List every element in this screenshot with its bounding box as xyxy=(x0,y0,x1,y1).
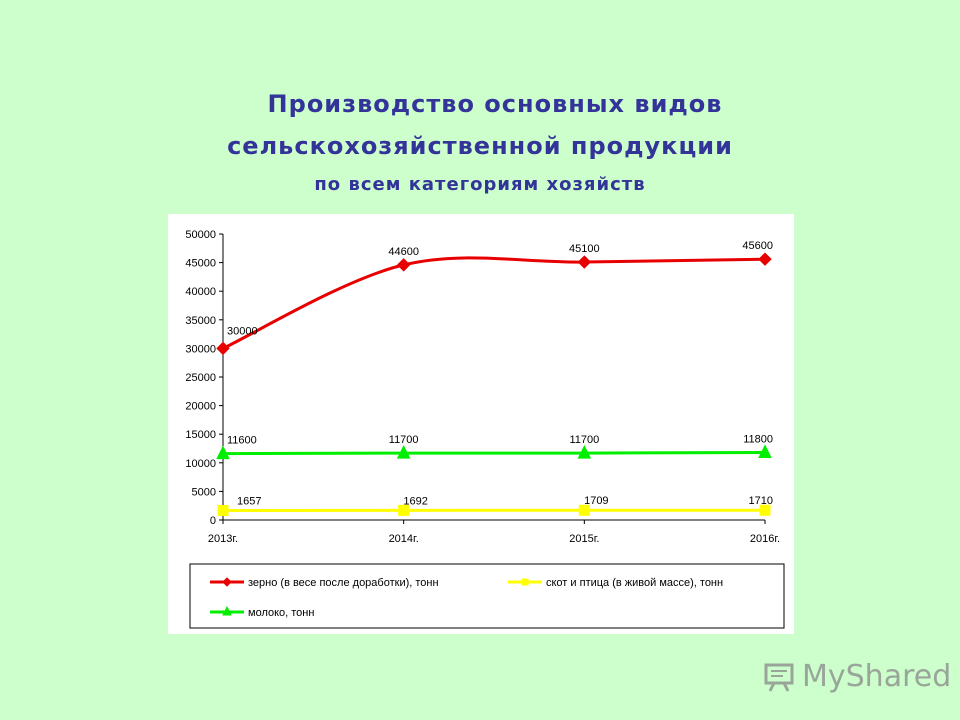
data-label: 11700 xyxy=(389,434,419,446)
slide-title-line-2: сельскохозяйственной продукции xyxy=(227,132,733,160)
x-tick-label: 2015г. xyxy=(569,533,599,545)
legend-item: молоко, тонн xyxy=(210,605,314,619)
y-tick-label: 30000 xyxy=(185,343,216,355)
y-tick-label: 40000 xyxy=(185,286,216,298)
legend-label: молоко, тонн xyxy=(248,607,314,619)
y-tick-label: 25000 xyxy=(185,372,216,384)
data-label: 45100 xyxy=(569,243,600,255)
data-point xyxy=(398,504,410,516)
data-point xyxy=(396,444,411,459)
x-tick-label: 2013г. xyxy=(208,533,238,545)
data-point xyxy=(577,255,592,269)
line-chart: 0 5000 10000 15000 20000 25000 30000 35000 40000… xyxy=(185,229,785,629)
legend-marker xyxy=(521,578,529,586)
y-tick-label: 0 xyxy=(210,515,216,527)
data-point xyxy=(759,504,771,516)
legend: зерно (в весе после доработки), тонн скот… xyxy=(189,563,785,629)
watermark-logo: MyShared xyxy=(762,656,951,696)
y-tick-label: 45000 xyxy=(185,258,216,270)
y-tick-label: 50000 xyxy=(185,229,216,241)
presentation-screen-icon xyxy=(764,663,794,692)
x-tick-label: 2016г. xyxy=(750,533,780,545)
legend-label: скот и птица (в живой массе), тонн xyxy=(546,577,723,589)
data-point xyxy=(578,504,590,516)
y-tick-label: 5000 xyxy=(192,486,216,498)
data-label: 45600 xyxy=(742,240,773,252)
legend-marker xyxy=(222,577,232,587)
data-label: 11700 xyxy=(569,434,599,446)
series-line xyxy=(222,256,766,350)
data-label: 1710 xyxy=(749,495,773,507)
watermark-text: MyShared xyxy=(802,658,952,694)
legend-box xyxy=(189,563,785,629)
legend-label: зерно (в весе после доработки), тонн xyxy=(248,577,439,589)
data-point xyxy=(758,252,772,266)
y-tick-label: 20000 xyxy=(185,401,216,413)
y-tick-label: 15000 xyxy=(185,429,216,441)
data-point xyxy=(577,444,592,459)
series-line xyxy=(222,451,766,456)
data-label: 30000 xyxy=(227,325,258,337)
data-label: 11600 xyxy=(227,435,257,447)
data-label: 1692 xyxy=(403,495,427,507)
chart-area: 0 5000 10000 15000 20000 25000 30000 35000 40000… xyxy=(168,214,794,634)
data-point xyxy=(216,445,230,460)
data-label: 11800 xyxy=(743,434,773,446)
data-label: 1657 xyxy=(237,496,261,508)
y-tick-label: 35000 xyxy=(185,315,216,327)
data-point xyxy=(217,505,229,517)
slide-subtitle: по всем категориям хозяйств xyxy=(314,174,646,195)
legend-item: скот и птица (в живой массе), тонн xyxy=(508,577,723,589)
data-label: 44600 xyxy=(388,246,419,258)
data-point xyxy=(216,341,230,356)
legend-marker xyxy=(222,605,232,616)
data-point xyxy=(396,258,411,272)
data-point xyxy=(758,444,772,459)
slide-title-line-1: Производство основных видов xyxy=(267,90,723,118)
data-label: 1709 xyxy=(584,495,608,507)
x-tick-label: 2014г. xyxy=(389,533,419,545)
y-tick-label: 10000 xyxy=(185,458,216,470)
legend-item: зерно (в весе после доработки), тонн xyxy=(210,577,439,589)
